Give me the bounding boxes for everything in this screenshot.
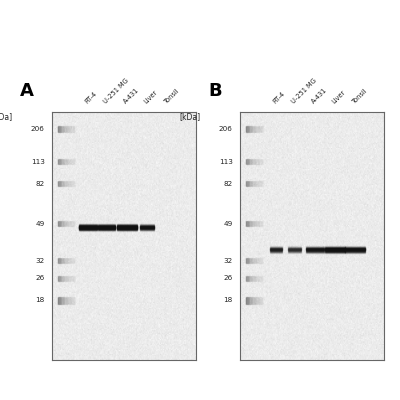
Text: A-431: A-431: [123, 87, 140, 104]
Text: [kDa]: [kDa]: [180, 112, 201, 121]
Text: Tonsil: Tonsil: [351, 87, 368, 104]
Text: 49: 49: [224, 221, 233, 226]
Text: U-251 MG: U-251 MG: [102, 77, 130, 104]
Text: 18: 18: [36, 298, 45, 304]
Text: 206: 206: [31, 126, 45, 132]
Text: 206: 206: [219, 126, 233, 132]
Text: 18: 18: [224, 298, 233, 304]
Text: 49: 49: [36, 221, 45, 226]
Text: RT-4: RT-4: [272, 90, 286, 104]
Text: A: A: [20, 82, 34, 100]
Text: A-431: A-431: [311, 87, 328, 104]
Text: 82: 82: [224, 181, 233, 187]
Text: Liver: Liver: [331, 89, 346, 104]
Text: 32: 32: [224, 258, 233, 264]
Text: RT-4: RT-4: [84, 90, 98, 104]
Text: Liver: Liver: [143, 89, 158, 104]
Text: 26: 26: [224, 275, 233, 281]
Text: 82: 82: [36, 181, 45, 187]
Text: 32: 32: [36, 258, 45, 264]
Text: Tonsil: Tonsil: [163, 87, 180, 104]
Text: U-251 MG: U-251 MG: [290, 77, 318, 104]
Text: 113: 113: [219, 158, 233, 165]
Text: [kDa]: [kDa]: [0, 112, 13, 121]
Text: 26: 26: [36, 275, 45, 281]
Text: 113: 113: [31, 158, 45, 165]
Text: B: B: [208, 82, 222, 100]
